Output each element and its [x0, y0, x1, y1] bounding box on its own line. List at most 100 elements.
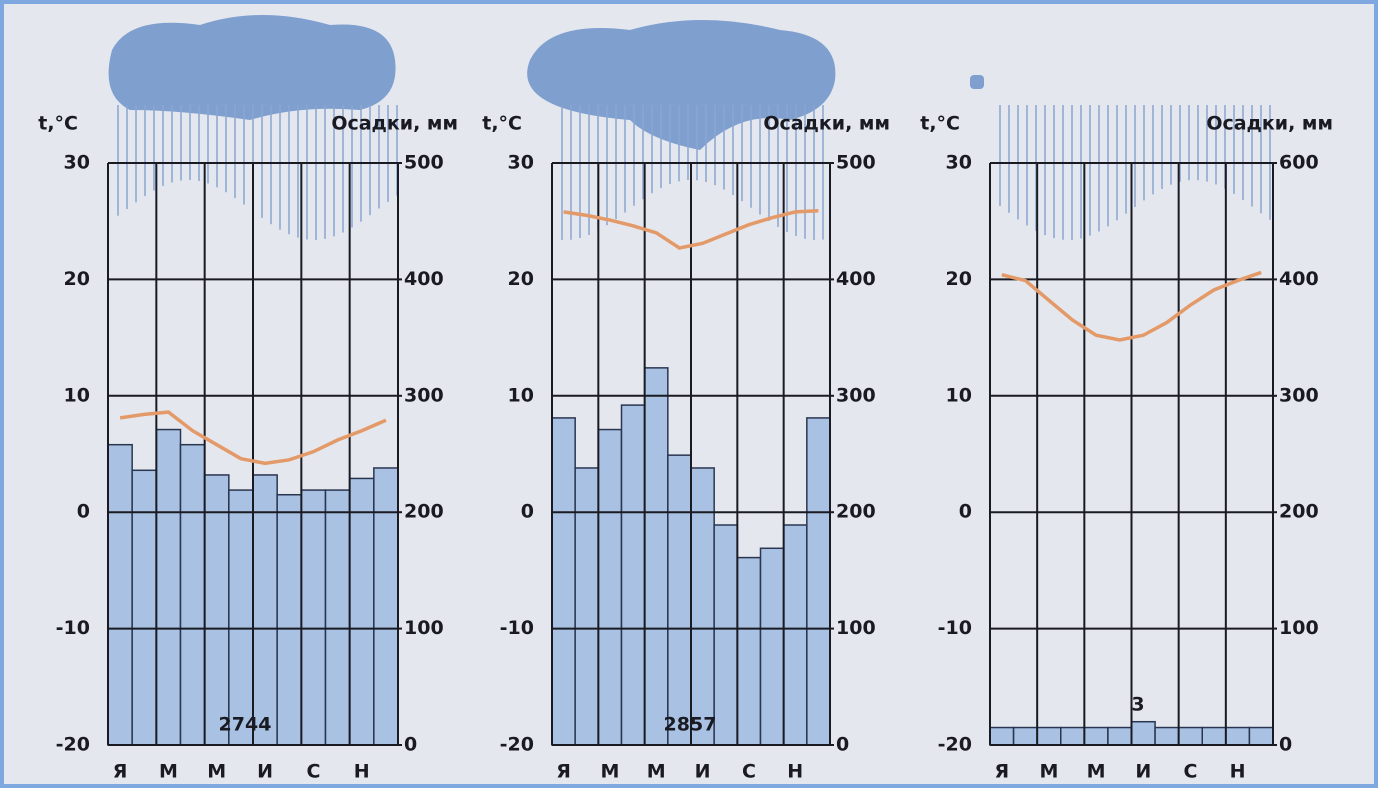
- cloud-shape: [970, 75, 984, 89]
- y-tick-label: -20: [938, 734, 972, 756]
- x-tick-label: И: [695, 761, 711, 783]
- bar: [276, 493, 303, 746]
- y-tick-label: 20: [508, 268, 534, 290]
- y2-tick-label: 0: [836, 734, 849, 756]
- bar: [203, 474, 230, 746]
- bar: [1154, 726, 1180, 746]
- bar: [736, 556, 762, 746]
- y-tick-label: 0: [959, 501, 972, 523]
- cloud: [108, 15, 984, 150]
- x-tick-label: И: [1135, 761, 1151, 783]
- bar: [620, 404, 646, 746]
- y2-tick-label: 100: [404, 617, 444, 639]
- y-tick-label: 20: [946, 268, 972, 290]
- y2-axis-title: Осадки, мм: [331, 113, 458, 135]
- bar: [1012, 726, 1038, 746]
- y-tick-label: 10: [64, 384, 90, 406]
- y-tick-label: 30: [946, 152, 972, 174]
- y-axis-title: t,°C: [482, 113, 522, 135]
- y2-tick-label: 200: [1279, 501, 1319, 523]
- y2-tick-label: 600: [1279, 152, 1319, 174]
- y-tick-label: -10: [938, 617, 972, 639]
- temperature-line: [119, 410, 387, 466]
- annual-total: 2744: [219, 714, 272, 736]
- y-tick-label: 10: [946, 384, 972, 406]
- bar: [759, 547, 785, 746]
- y2-tick-label: 500: [836, 152, 876, 174]
- bar: [300, 489, 327, 746]
- bar: [1060, 726, 1086, 746]
- bar: [1177, 726, 1203, 746]
- bar: [1083, 726, 1109, 746]
- y2-tick-label: 200: [836, 501, 876, 523]
- bar: [713, 524, 739, 746]
- x-tick-label: Н: [354, 761, 370, 783]
- bar: [989, 726, 1015, 746]
- x-tick-label: М: [600, 761, 619, 783]
- x-tick-label: Н: [787, 761, 803, 783]
- x-tick-label: Я: [556, 761, 571, 783]
- bar: [1130, 720, 1156, 746]
- bar: [597, 428, 623, 746]
- annual-total: 2857: [664, 714, 717, 736]
- y-tick-label: -10: [56, 617, 90, 639]
- y-tick-label: -20: [500, 734, 534, 756]
- bar: [1225, 726, 1251, 746]
- y2-tick-label: 300: [404, 384, 444, 406]
- y-axis-title: t,°C: [38, 113, 78, 135]
- x-tick-label: С: [1183, 761, 1197, 783]
- plot: [107, 162, 399, 746]
- y-tick-label: 30: [64, 152, 90, 174]
- y-tick-label: 20: [64, 268, 90, 290]
- x-tick-label: С: [306, 761, 320, 783]
- cloud-shape: [527, 20, 836, 150]
- bar: [1201, 726, 1227, 746]
- x-tick-label: С: [742, 761, 756, 783]
- x-tick-label: М: [1087, 761, 1106, 783]
- bar: [324, 489, 351, 746]
- bar: [1036, 726, 1062, 746]
- y2-tick-label: 100: [1279, 617, 1319, 639]
- cloud-shape: [108, 15, 396, 120]
- bar: [574, 467, 600, 746]
- temperature-line: [1001, 270, 1262, 342]
- y-tick-label: 0: [77, 501, 90, 523]
- temperature-line: [563, 208, 819, 250]
- y2-tick-label: 400: [1279, 268, 1319, 290]
- y2-axis-title: Осадки, мм: [763, 113, 890, 135]
- y2-tick-label: 400: [404, 268, 444, 290]
- y2-tick-label: 500: [404, 152, 444, 174]
- bar: [107, 443, 133, 746]
- bar: [551, 417, 576, 746]
- y-axis-title: t,°C: [920, 113, 960, 135]
- y2-tick-label: 0: [1279, 734, 1292, 756]
- bar: [1248, 726, 1274, 746]
- y2-axis-title: Осадки, мм: [1206, 113, 1333, 135]
- annual-total: 3: [1131, 694, 1144, 716]
- x-tick-label: Н: [1230, 761, 1246, 783]
- x-tick-label: М: [159, 761, 178, 783]
- bar: [348, 477, 375, 746]
- x-tick-label: М: [647, 761, 666, 783]
- y-tick-label: -10: [500, 617, 534, 639]
- x-tick-label: М: [1039, 761, 1058, 783]
- x-tick-label: И: [257, 761, 273, 783]
- bar: [643, 367, 669, 746]
- bar: [155, 428, 182, 746]
- y2-tick-label: 300: [1279, 384, 1319, 406]
- bar: [782, 524, 808, 746]
- plot: [551, 162, 831, 746]
- y2-tick-label: 300: [836, 384, 876, 406]
- bar: [179, 443, 206, 746]
- bar: [1107, 726, 1133, 746]
- y2-tick-label: 200: [404, 501, 444, 523]
- y-tick-label: 30: [508, 152, 534, 174]
- x-tick-label: Я: [113, 761, 128, 783]
- bar: [690, 467, 715, 746]
- y-tick-label: 0: [521, 501, 534, 523]
- bar: [806, 417, 831, 746]
- bar: [667, 454, 692, 746]
- y-tick-label: -20: [56, 734, 90, 756]
- bar: [252, 474, 278, 746]
